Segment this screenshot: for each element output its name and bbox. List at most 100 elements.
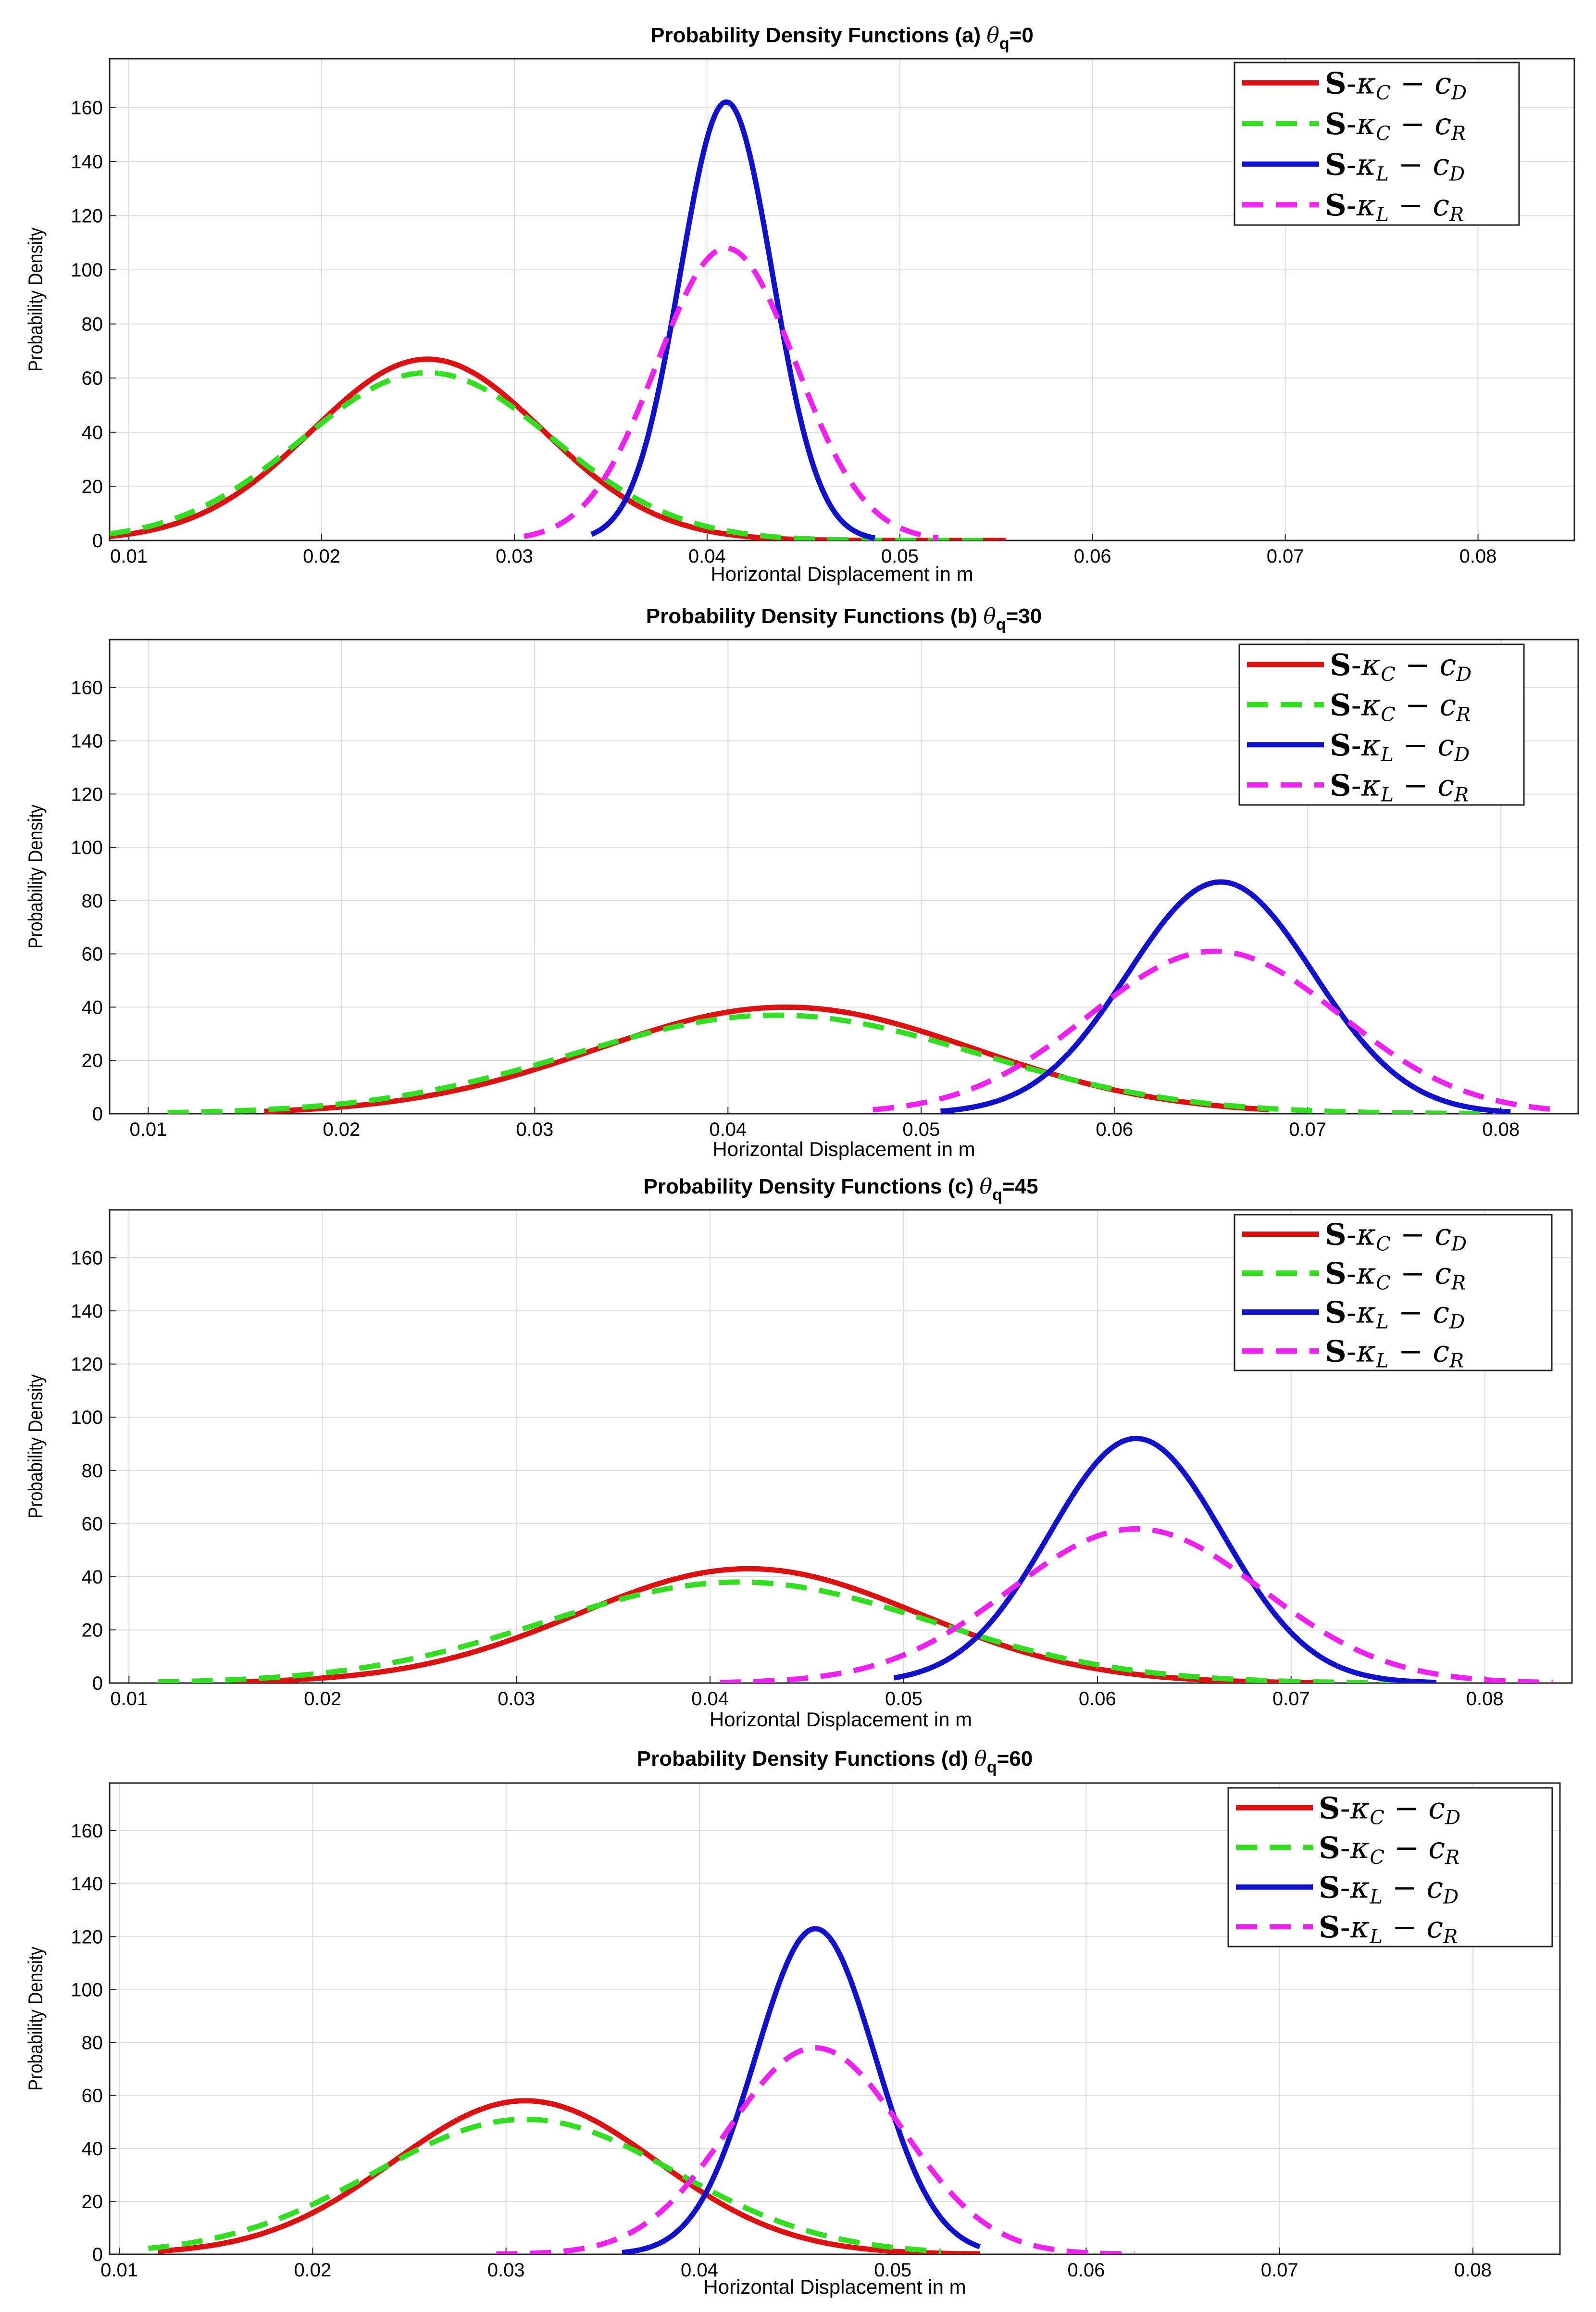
title-theta: θ [980,1174,993,1199]
x-tick-label: 0.04 [691,1688,729,1709]
x-tick-label: 0.03 [516,1119,553,1140]
legend-s: S [1319,1830,1340,1865]
y-tick-label: 80 [82,1460,103,1482]
legend-s: S [1330,767,1351,803]
legend-c-sub: D [1454,744,1470,766]
plot-frame [109,1782,1561,2255]
y-tick-label: 60 [82,944,103,965]
x-tick-label: 0.07 [1267,546,1304,567]
legend-entry-4: S-κL − cR [1319,1910,1458,1948]
legend-s: S [1319,1870,1340,1905]
legend-kappa: κ [1356,106,1376,141]
y-tick-label: 0 [92,530,103,552]
legend-entry-3: S-κL − cD [1330,728,1470,766]
series-line-2 [110,370,997,540]
series-line-1 [158,2098,980,2254]
title-theta-value: =0 [1010,24,1034,47]
y-tick-label: 100 [71,260,103,281]
legend-kappa: κ [1361,767,1381,803]
legend-dash: - [1351,767,1361,803]
y-tick-label: 140 [71,730,103,752]
legend-c-sub: D [1451,82,1467,104]
legend-entry-1: S-κC − cD [1319,1790,1460,1829]
legend-c-sub: R [1445,1847,1459,1869]
legend-box [1227,1787,1553,1948]
legend-kappa-sub: C [1370,1847,1384,1869]
legend-minus: − [1394,767,1437,803]
legend-dash: - [1347,188,1357,223]
x-axis-label: Horizontal Displacement in m [711,563,973,585]
legend-minus: − [1391,106,1434,141]
legend-s: S [1319,1910,1340,1945]
chart-title: Probability Density Functions (c) θq=45 [643,1174,1038,1204]
legend-s: S [1330,647,1351,682]
series-line-2 [158,1579,1427,1683]
legend-c-sub: R [1456,704,1471,726]
x-tick-label: 0.05 [881,546,919,567]
legend-minus: − [1391,1256,1434,1291]
legend-entry-3: S-κL − cD [1325,147,1465,185]
legend-entry-1: S-κC − cD [1330,647,1471,686]
legend-c-sub: D [1451,1233,1467,1256]
legend-dash: - [1347,65,1357,101]
chart-panel-c: 0.01 0.02 0.03 0.04 0.05 0.06 0.07 0.08 0 20 40 60 8… [24,1174,1573,1731]
legend-kappa-sub: C [1376,123,1391,145]
x-axis-label: Horizontal Displacement in m [703,2275,966,2298]
x-tick-label: 0.03 [498,1688,535,1709]
legend-c: c [1437,767,1454,803]
y-tick-label: 40 [82,1567,103,1588]
x-axis-label: Horizontal Displacement in m [712,1138,975,1160]
y-tick-label: 20 [82,1620,103,1641]
legend-entry-3: S-κL − cD [1325,1295,1465,1333]
legend-kappa: κ [1361,728,1381,763]
y-tick-label: 20 [82,1050,103,1071]
legend: S-κC − cDS-κC − cRS-κL − cDS-κL − cR [1238,643,1525,806]
legend-kappa-sub: C [1376,82,1391,104]
legend-minus: − [1383,1870,1426,1905]
legend: S-κC − cDS-κC − cRS-κL − cDS-κL − cR [1234,62,1520,226]
legend-kappa-sub: L [1375,1311,1389,1333]
chart-title: Probability Density Functions (a) θq=0 [650,23,1034,53]
x-tick-label: 0.07 [1272,1688,1310,1709]
x-tick-label: 0.07 [1289,1119,1326,1140]
title-theta-sub: q [999,35,1010,53]
y-tick-label: 80 [82,2033,103,2054]
series-line-3 [590,99,876,540]
legend-minus: − [1384,1830,1428,1865]
legend-dash: - [1347,1334,1357,1369]
legend-dash: - [1340,1830,1350,1865]
title-text: Probability Density Functions (a) [650,24,986,47]
legend-c: c [1434,1256,1451,1291]
legend-c: c [1433,147,1449,182]
legend-entry-1: S-κC − cD [1325,1217,1467,1256]
legend-minus: − [1389,188,1433,223]
legend-c: c [1434,1217,1451,1252]
y-tick-label: 120 [71,1354,103,1375]
legend-c-sub: D [1445,1807,1460,1829]
legend-box [1238,643,1525,806]
x-tick-label: 0.08 [1459,546,1497,567]
legend-dash: - [1340,1790,1350,1825]
series-line-4 [523,245,939,540]
series-line-3 [893,1435,1437,1683]
legend-c: c [1434,65,1451,101]
legend-c-sub: R [1451,123,1466,145]
chart-panel-d: 0.01 0.02 0.03 0.04 0.05 0.06 0.07 0.08 0 20 40 60 8… [24,1747,1561,2298]
legend-c-sub: D [1449,163,1465,185]
legend-s: S [1319,1790,1340,1825]
chart-panel-a: 0.01 0.02 0.03 0.04 0.05 0.06 0.07 0.08 0 20 40 60 8… [24,23,1575,585]
legend-kappa: κ [1356,1295,1376,1330]
legend-entry-2: S-κC − cR [1325,1256,1466,1294]
legend: S-κC − cDS-κC − cRS-κL − cDS-κL − cR [1227,1787,1553,1948]
legend-kappa: κ [1356,65,1376,101]
legend-kappa: κ [1356,1334,1376,1369]
x-tick-label: 0.02 [304,1688,341,1709]
x-tick-label: 0.08 [1466,1688,1504,1709]
legend-kappa: κ [1350,1790,1370,1825]
legend-minus: − [1389,1295,1433,1330]
legend-s: S [1325,147,1347,182]
y-tick-label: 160 [71,678,103,699]
legend-box [1234,62,1520,226]
y-tick-label: 100 [71,1407,103,1428]
legend-entry-4: S-κL − cR [1325,1334,1464,1372]
